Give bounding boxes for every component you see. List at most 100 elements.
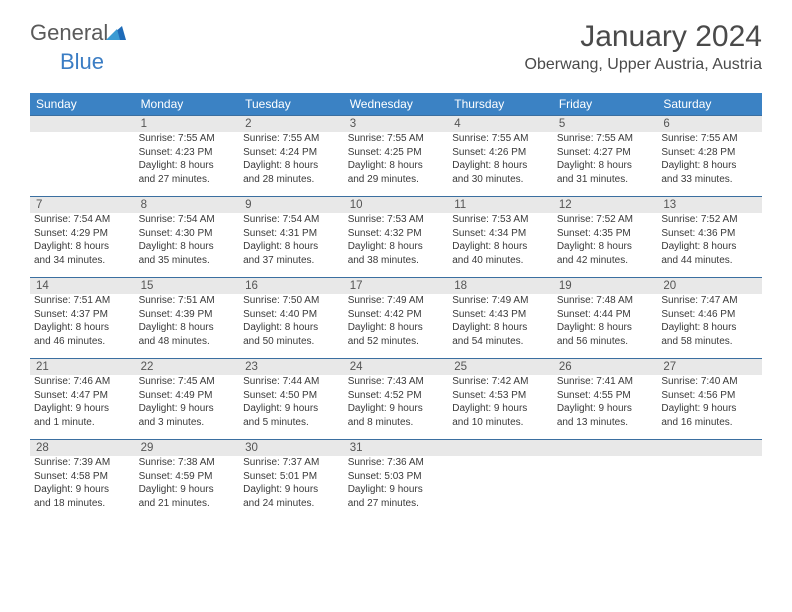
cell-line: Sunrise: 7:48 AM [557, 294, 654, 308]
cell-line: and 50 minutes. [243, 335, 340, 349]
cell-line: Sunrise: 7:47 AM [661, 294, 758, 308]
day-number: 29 [135, 440, 240, 457]
cell-line: Sunset: 4:25 PM [348, 146, 445, 160]
day-number-row: 28293031 [30, 440, 762, 457]
day-content-row: Sunrise: 7:51 AMSunset: 4:37 PMDaylight:… [30, 294, 762, 359]
cell-line: Sunrise: 7:37 AM [243, 456, 340, 470]
day-header-row: SundayMondayTuesdayWednesdayThursdayFrid… [30, 93, 762, 116]
day-cell: Sunrise: 7:55 AMSunset: 4:23 PMDaylight:… [135, 132, 240, 197]
day-cell: Sunrise: 7:54 AMSunset: 4:31 PMDaylight:… [239, 213, 344, 278]
day-number: 12 [553, 197, 658, 214]
cell-line: Daylight: 8 hours [661, 321, 758, 335]
cell-line: and 33 minutes. [661, 173, 758, 187]
day-cell: Sunrise: 7:55 AMSunset: 4:27 PMDaylight:… [553, 132, 658, 197]
day-cell: Sunrise: 7:53 AMSunset: 4:34 PMDaylight:… [448, 213, 553, 278]
day-cell: Sunrise: 7:55 AMSunset: 4:24 PMDaylight:… [239, 132, 344, 197]
day-header: Thursday [448, 93, 553, 116]
day-number: 1 [135, 116, 240, 133]
cell-line: Sunrise: 7:50 AM [243, 294, 340, 308]
day-number: 31 [344, 440, 449, 457]
cell-line: and 1 minute. [34, 416, 131, 430]
day-header: Wednesday [344, 93, 449, 116]
day-header: Sunday [30, 93, 135, 116]
day-number: 19 [553, 278, 658, 295]
cell-line: Daylight: 8 hours [34, 321, 131, 335]
day-cell [448, 456, 553, 520]
cell-line: Daylight: 9 hours [661, 402, 758, 416]
day-cell: Sunrise: 7:52 AMSunset: 4:35 PMDaylight:… [553, 213, 658, 278]
cell-line: Daylight: 9 hours [34, 402, 131, 416]
cell-line: Sunset: 4:36 PM [661, 227, 758, 241]
cell-line: Sunset: 4:29 PM [34, 227, 131, 241]
cell-line: and 35 minutes. [139, 254, 236, 268]
cell-line: Daylight: 8 hours [348, 159, 445, 173]
cell-line: Daylight: 8 hours [452, 159, 549, 173]
day-header: Monday [135, 93, 240, 116]
cell-line: Daylight: 8 hours [348, 321, 445, 335]
cell-line: Sunset: 5:03 PM [348, 470, 445, 484]
day-content-row: Sunrise: 7:54 AMSunset: 4:29 PMDaylight:… [30, 213, 762, 278]
logo-word-blue: Blue [60, 49, 104, 74]
cell-line: and 44 minutes. [661, 254, 758, 268]
day-cell: Sunrise: 7:54 AMSunset: 4:30 PMDaylight:… [135, 213, 240, 278]
logo-triangle-icon [106, 26, 126, 45]
day-cell: Sunrise: 7:39 AMSunset: 4:58 PMDaylight:… [30, 456, 135, 520]
cell-line: Sunset: 4:35 PM [557, 227, 654, 241]
cell-line: Sunrise: 7:51 AM [139, 294, 236, 308]
cell-line: Sunrise: 7:54 AM [34, 213, 131, 227]
cell-line: Daylight: 8 hours [139, 321, 236, 335]
cell-line: Sunset: 4:53 PM [452, 389, 549, 403]
cell-line: Sunset: 4:55 PM [557, 389, 654, 403]
cell-line: and 29 minutes. [348, 173, 445, 187]
logo-word-general: General [30, 20, 108, 45]
day-number: 4 [448, 116, 553, 133]
day-cell: Sunrise: 7:45 AMSunset: 4:49 PMDaylight:… [135, 375, 240, 440]
day-cell: Sunrise: 7:53 AMSunset: 4:32 PMDaylight:… [344, 213, 449, 278]
day-content-row: Sunrise: 7:46 AMSunset: 4:47 PMDaylight:… [30, 375, 762, 440]
day-cell: Sunrise: 7:38 AMSunset: 4:59 PMDaylight:… [135, 456, 240, 520]
cell-line: Daylight: 8 hours [139, 240, 236, 254]
cell-line: and 10 minutes. [452, 416, 549, 430]
cell-line: Sunrise: 7:52 AM [661, 213, 758, 227]
day-number-row: 78910111213 [30, 197, 762, 214]
day-cell: Sunrise: 7:40 AMSunset: 4:56 PMDaylight:… [657, 375, 762, 440]
cell-line: Sunrise: 7:44 AM [243, 375, 340, 389]
cell-line: Sunset: 4:28 PM [661, 146, 758, 160]
cell-line: Sunset: 4:50 PM [243, 389, 340, 403]
cell-line: Daylight: 8 hours [139, 159, 236, 173]
day-cell [657, 456, 762, 520]
day-number: 30 [239, 440, 344, 457]
cell-line: Sunrise: 7:45 AM [139, 375, 236, 389]
cell-line: Daylight: 9 hours [348, 483, 445, 497]
day-cell: Sunrise: 7:54 AMSunset: 4:29 PMDaylight:… [30, 213, 135, 278]
cell-line: Sunrise: 7:55 AM [243, 132, 340, 146]
cell-line: Daylight: 8 hours [243, 240, 340, 254]
cell-line: Sunset: 4:43 PM [452, 308, 549, 322]
cell-line: and 27 minutes. [139, 173, 236, 187]
month-title: January 2024 [525, 20, 762, 54]
cell-line: Daylight: 9 hours [34, 483, 131, 497]
day-number: 18 [448, 278, 553, 295]
cell-line: and 58 minutes. [661, 335, 758, 349]
cell-line: Sunset: 4:39 PM [139, 308, 236, 322]
location: Oberwang, Upper Austria, Austria [525, 56, 762, 74]
cell-line: Sunset: 4:26 PM [452, 146, 549, 160]
day-cell [553, 456, 658, 520]
day-cell: Sunrise: 7:37 AMSunset: 5:01 PMDaylight:… [239, 456, 344, 520]
cell-line: and 48 minutes. [139, 335, 236, 349]
cell-line: Sunset: 4:59 PM [139, 470, 236, 484]
cell-line: Sunrise: 7:38 AM [139, 456, 236, 470]
day-number: 23 [239, 359, 344, 376]
cell-line: Sunset: 4:44 PM [557, 308, 654, 322]
day-number: 8 [135, 197, 240, 214]
day-cell [30, 132, 135, 197]
day-content-row: Sunrise: 7:55 AMSunset: 4:23 PMDaylight:… [30, 132, 762, 197]
day-number: 17 [344, 278, 449, 295]
cell-line: Sunrise: 7:52 AM [557, 213, 654, 227]
day-number: 2 [239, 116, 344, 133]
cell-line: and 40 minutes. [452, 254, 549, 268]
day-number: 11 [448, 197, 553, 214]
day-cell: Sunrise: 7:49 AMSunset: 4:42 PMDaylight:… [344, 294, 449, 359]
title-block: January 2024 Oberwang, Upper Austria, Au… [525, 20, 762, 74]
cell-line: Sunrise: 7:54 AM [139, 213, 236, 227]
